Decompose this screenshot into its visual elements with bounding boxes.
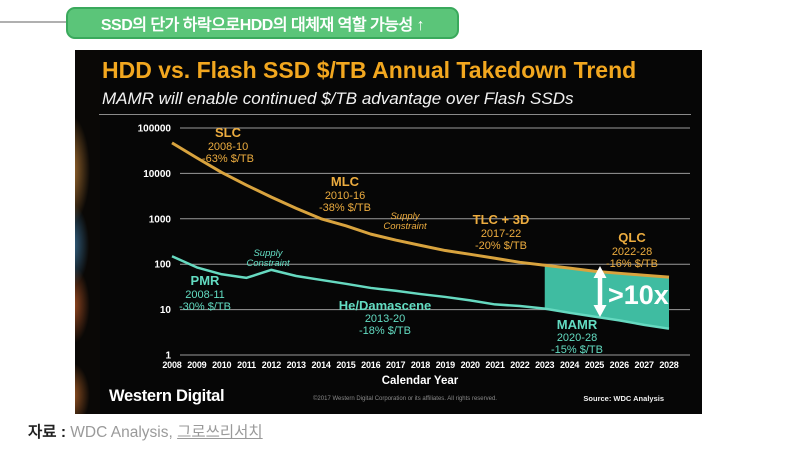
annotation-years: 2008-11 <box>185 289 225 301</box>
supply-constraint-hdd: Supply Constraint <box>246 248 290 269</box>
xaxis-layer: 2008 2009 2010 2011 2012 2013 2014 2015 2016 2017… <box>162 360 679 370</box>
western-digital-logo: Western Digital <box>109 387 225 405</box>
caption-link[interactable]: 그로쓰리서치 <box>177 424 263 441</box>
gap-arrow-down-head <box>593 305 607 317</box>
x-tick-label: 2020 <box>461 360 480 370</box>
annotation-he-damascene: He/Damascene 2013-20 -18% $/TB <box>339 298 432 337</box>
gap-band-label: >10x <box>608 280 669 310</box>
annotation-name: PMR <box>191 273 221 288</box>
x-tick-label: 2028 <box>659 360 678 370</box>
annotation-name: TLC + 3D <box>473 212 530 227</box>
gap-arrow-up-head <box>593 266 607 278</box>
copyright-text: ©2017 Western Digital Corporation or its… <box>313 396 497 402</box>
annotation-change: -15% $/TB <box>551 344 603 356</box>
chart-title: HDD vs. Flash SSD $/TB Annual Takedown T… <box>102 57 637 83</box>
annotation-qlc: QLC 2022-28 -16% $/TB <box>606 230 658 270</box>
gap-arrow <box>593 266 607 317</box>
x-tick-label: 2024 <box>560 360 579 370</box>
annotation-change: -30% $/TB <box>179 301 231 313</box>
x-tick-label: 2009 <box>187 360 206 370</box>
annotation-years: 2010-16 <box>325 190 365 202</box>
annotation-name: MAMR <box>557 317 598 332</box>
annotation-name: He/Damascene <box>339 298 432 313</box>
annotation-pmr: PMR 2008-11 -30% $/TB <box>179 273 231 313</box>
annotation-slc: SLC 2008-10 -63% $/TB <box>202 125 254 165</box>
x-tick-label: 2025 <box>585 360 604 370</box>
annotation-years: 2020-28 <box>557 332 597 344</box>
x-tick-label: 2023 <box>535 360 554 370</box>
annotation-years: 2013-20 <box>365 313 405 325</box>
x-tick-label: 2015 <box>336 360 355 370</box>
x-tick-label: 2019 <box>436 360 455 370</box>
x-tick-label: 2013 <box>287 360 306 370</box>
annotation-tlc-3d: TLC + 3D 2017-22 -20% $/TB <box>473 212 530 252</box>
annotation-change: -18% $/TB <box>359 325 411 337</box>
annotation-change: -20% $/TB <box>475 240 527 252</box>
supply-constraint-line2: Constraint <box>246 258 290 269</box>
chart-card: HDD vs. Flash SSD $/TB Annual Takedown T… <box>75 50 702 414</box>
supply-constraint-line1: Supply <box>253 248 283 259</box>
y-tick-label: 100000 <box>138 124 172 135</box>
x-tick-label: 2018 <box>411 360 430 370</box>
caption: 자료 : WDC Analysis, 그로쓰리서치 <box>28 420 263 442</box>
x-tick-label: 2011 <box>237 360 256 370</box>
caption-prefix: 자료 : <box>28 424 71 441</box>
source-text: Source: WDC Analysis <box>583 394 664 403</box>
x-tick-label: 2017 <box>386 360 405 370</box>
x-tick-label: 2021 <box>485 360 504 370</box>
supply-constraint-line1: Supply <box>390 211 420 222</box>
supply-constraint-ssd: Supply Constraint <box>383 211 427 232</box>
series-layer <box>171 141 670 330</box>
annotation-change: -38% $/TB <box>319 202 371 214</box>
annotation-years: 2017-22 <box>481 228 521 240</box>
annotation-name: SLC <box>215 125 242 140</box>
annotation-name: QLC <box>618 230 646 245</box>
x-tick-label: 2008 <box>162 360 181 370</box>
caption-source-text: WDC Analysis, <box>70 424 178 441</box>
annotation-change: -63% $/TB <box>202 153 254 165</box>
x-tick-label: 2016 <box>361 360 380 370</box>
annotation-name: MLC <box>331 174 360 189</box>
header-label: SSD의 단가 하락으로HDD의 대체재 역할 가능성 ↑ <box>100 17 425 34</box>
x-tick-label: 2010 <box>212 360 231 370</box>
x-tick-label: 2012 <box>262 360 281 370</box>
x-tick-label: 2022 <box>510 360 529 370</box>
header-pill: SSD의 단가 하락으로HDD의 대체재 역할 가능성 ↑ <box>66 7 459 39</box>
annotation-years: 2008-10 <box>208 141 248 153</box>
x-tick-label: 2026 <box>610 360 629 370</box>
fractal-art-strip <box>75 50 100 414</box>
annotation-mamr: MAMR 2020-28 -15% $/TB <box>551 317 603 356</box>
y-tick-label: 1 <box>165 351 171 362</box>
y-tick-label: 100 <box>154 260 171 271</box>
y-tick-label: 1000 <box>149 214 172 225</box>
hdd-line <box>171 255 670 330</box>
ssd-line <box>171 141 670 279</box>
y-tick-label: 10 <box>160 305 172 316</box>
annotation-change: -16% $/TB <box>606 258 658 270</box>
x-tick-label: 2027 <box>635 360 654 370</box>
x-axis-title: Calendar Year <box>382 375 459 387</box>
supply-constraint-line2: Constraint <box>383 221 427 232</box>
annotation-mlc: MLC 2010-16 -38% $/TB <box>319 174 371 214</box>
header-connector-line <box>0 21 67 23</box>
subtitle-divider <box>99 114 691 115</box>
x-tick-label: 2014 <box>311 360 330 370</box>
chart-subtitle: MAMR will enable continued $/TB advantag… <box>102 89 574 108</box>
y-tick-label: 10000 <box>143 169 171 180</box>
annotation-years: 2022-28 <box>612 246 652 258</box>
